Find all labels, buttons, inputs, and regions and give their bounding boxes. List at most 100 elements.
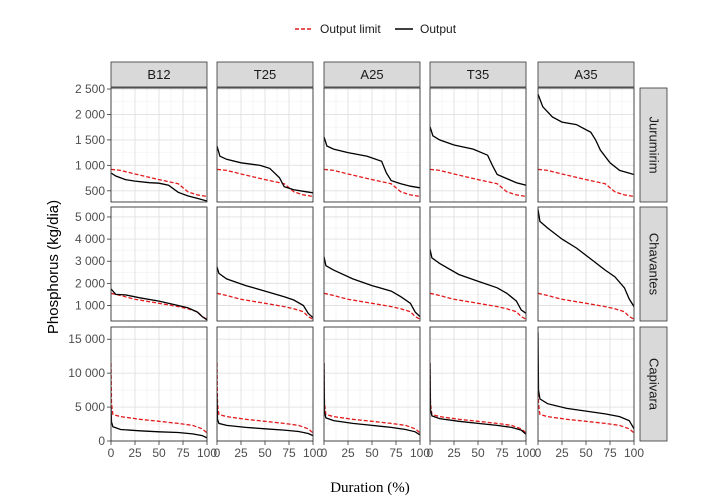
legend-label-2: Output [420,22,457,36]
panel-Chavantes-A25 [323,206,421,322]
series-output-Capivara-T25 [217,393,313,437]
series-output-Capivara-A25 [324,362,420,436]
series-output-Jurumirim-T25 [217,145,313,194]
y-tick-label-Jurumirim-2: 1 500 [75,133,105,147]
x-tick-label-T25-1: 25 [234,446,248,460]
y-tick-label-Jurumirim-3: 2 000 [75,107,105,121]
y-tick-label-Chavantes-0: 1 000 [75,299,105,313]
column-strips: B12 T25 A25 T35 A35 [110,61,635,88]
x-tick-label-T25-4: 100 [303,446,323,460]
x-tick-label-A35-3: 75 [603,446,617,460]
y-tick-label-Capivara-3: 15 000 [68,332,105,346]
y-tick-label-Chavantes-3: 4 000 [75,232,105,246]
y-tick-label-Chavantes-1: 2 000 [75,276,105,290]
x-tick-label-B12-2: 50 [152,446,166,460]
y-tick-label-Chavantes-2: 3 000 [75,254,105,268]
x-tick-label-T35-2: 50 [471,446,485,460]
series-output-Capivara-T35 [430,362,526,435]
row-label-Jurumirim: Jurumirim [647,116,662,173]
series-output-Chavantes-A35 [538,209,634,307]
series-output-Jurumirim-A35 [538,93,634,176]
panel-Chavantes-B12 [110,206,208,322]
x-tick-label-T25-0: 0 [214,446,221,460]
x-tick-label-T25-3: 75 [282,446,296,460]
series-output-limit-Jurumirim-T25 [217,168,313,198]
x-tick-label-T25-2: 50 [258,446,272,460]
column-strip-T35 [429,61,527,88]
panel-border [216,87,314,203]
x-axis-title: Duration (%) [330,480,410,496]
series-output-limit-Jurumirim-T35 [430,168,526,198]
panel-border [216,206,314,322]
series-output-limit-Jurumirim-A35 [538,168,634,198]
panel-Capivara-A35 [537,326,635,442]
column-strip-A35 [537,61,635,88]
row-label-Capivara: Capivara [647,358,662,411]
series-output-limit-Jurumirim-A25 [324,168,420,198]
y-axes: 500 1 000 1 500 2 000 2 500 1 000 2 000 3 000 4 … [68,82,111,448]
row-strip-Chavantes [639,206,668,322]
series-output-limit-Chavantes-A35 [538,292,634,320]
y-tick-label-Capivara-2: 10 000 [68,366,105,380]
series-output-Chavantes-B12 [111,288,207,321]
panel-Chavantes-A35 [537,206,635,322]
panel-Jurumirim-T25 [216,87,314,203]
panel-Chavantes-T35 [429,206,527,322]
y-tick-label-Jurumirim-4: 2 500 [75,82,105,96]
y-tick-label-Capivara-1: 5 000 [75,400,105,414]
panel-border [323,206,421,322]
y-tick-label-Jurumirim-0: 500 [85,184,105,198]
x-tick-label-A25-1: 25 [341,446,355,460]
row-strip-Jurumirim [639,87,668,203]
x-tick-label-A35-4: 100 [624,446,644,460]
row-strip-Capivara [639,326,668,442]
x-tick-label-A25-3: 75 [389,446,403,460]
series-output-Chavantes-T35 [430,248,526,314]
series-output-Chavantes-A25 [324,256,420,318]
column-strip-A25 [323,61,421,88]
column-label-T35: T35 [467,67,489,82]
panel-Capivara-T25 [216,326,314,442]
panel-Jurumirim-A25 [323,87,421,203]
panel-Chavantes-T25 [216,206,314,322]
panel-Capivara-B12 [110,326,208,442]
column-label-B12: B12 [147,67,170,82]
column-label-T25: T25 [254,67,276,82]
panel-border [110,87,208,203]
legend-label-1: Output limit [320,22,381,36]
series-output-limit-Chavantes-T25 [217,292,313,320]
column-label-A25: A25 [360,67,383,82]
panels-grid [110,87,635,442]
column-label-A35: A35 [574,67,597,82]
series-output-Capivara-A35 [538,332,634,430]
x-tick-label-T35-0: 0 [427,446,434,460]
x-tick-label-T35-4: 100 [516,446,536,460]
x-tick-label-B12-0: 0 [108,446,115,460]
series-output-limit-Jurumirim-B12 [111,168,207,198]
panel-border [429,206,527,322]
x-tick-label-B12-3: 75 [176,446,190,460]
y-tick-label-Jurumirim-1: 1 000 [75,158,105,172]
row-strips: Jurumirim Chavantes Capivara [639,87,668,442]
series-output-limit-Chavantes-A25 [324,292,420,320]
y-axis-title: Phosphorus (kg/dia) [45,200,62,334]
panel-Jurumirim-A35 [537,87,635,203]
x-tick-label-T35-3: 75 [495,446,509,460]
series-output-Jurumirim-A25 [324,136,420,189]
series-output-Jurumirim-T35 [430,126,526,186]
x-tick-label-B12-4: 100 [197,446,217,460]
x-tick-label-A35-2: 50 [579,446,593,460]
series-output-Jurumirim-B12 [111,172,207,202]
row-label-Chavantes: Chavantes [647,233,662,296]
series-output-limit-Chavantes-T35 [430,292,526,320]
column-strip-T25 [216,61,314,88]
x-tick-label-A25-2: 50 [365,446,379,460]
panel-border [110,206,208,322]
y-tick-label-Capivara-0: 0 [98,434,105,448]
x-tick-label-T35-1: 25 [447,446,461,460]
panel-border [323,87,421,203]
panel-border [537,87,635,203]
series-output-Chavantes-T25 [217,266,313,319]
